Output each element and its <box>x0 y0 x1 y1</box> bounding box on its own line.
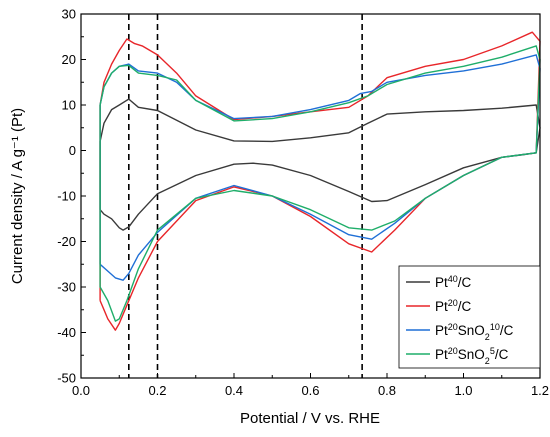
y-tick-label: -50 <box>57 371 76 386</box>
x-tick-label: 0.8 <box>378 383 396 398</box>
x-tick-label: 0.2 <box>148 383 166 398</box>
legend-label: Pt20SnO210/C <box>435 322 514 342</box>
y-axis-label: Current density / A g⁻¹ (Pt) <box>9 108 26 284</box>
series-line-4 <box>99 45 541 322</box>
y-tick-label: -20 <box>57 234 76 249</box>
y-tick-label: -10 <box>57 189 76 204</box>
legend-label: Pt40/C <box>435 274 472 290</box>
x-tick-label: 1.2 <box>531 383 549 398</box>
series-line-2 <box>99 31 541 331</box>
y-tick-label: 10 <box>62 98 76 113</box>
x-tick-label: 1.0 <box>454 383 472 398</box>
y-tick-label: -30 <box>57 280 76 295</box>
legend-label: Pt20/C <box>435 298 472 314</box>
legend-box <box>398 265 541 369</box>
y-axis-ticks: -50 -40 -30 -20 -10 0 10 20 30 <box>57 7 86 386</box>
series-line-3 <box>99 54 541 281</box>
y-tick-label: 20 <box>62 52 76 67</box>
y-tick-label: -40 <box>57 325 76 340</box>
y-tick-label: 30 <box>62 7 76 22</box>
legend: Pt40/C Pt20/C Pt20SnO210/C Pt20SnO25/C <box>398 265 541 369</box>
x-tick-label: 0.0 <box>72 383 90 398</box>
series-curves <box>99 31 541 331</box>
x-tick-label: 0.6 <box>301 383 319 398</box>
legend-label: Pt20SnO25/C <box>435 346 509 366</box>
reference-lines <box>128 14 363 378</box>
y-tick-label: 0 <box>69 143 76 158</box>
x-axis-label: Potential / V vs. RHE <box>240 410 380 427</box>
x-tick-label: 0.4 <box>225 383 243 398</box>
x-axis-ticks: 0.0 0.2 0.4 0.6 0.8 1.0 1.2 <box>72 373 549 398</box>
